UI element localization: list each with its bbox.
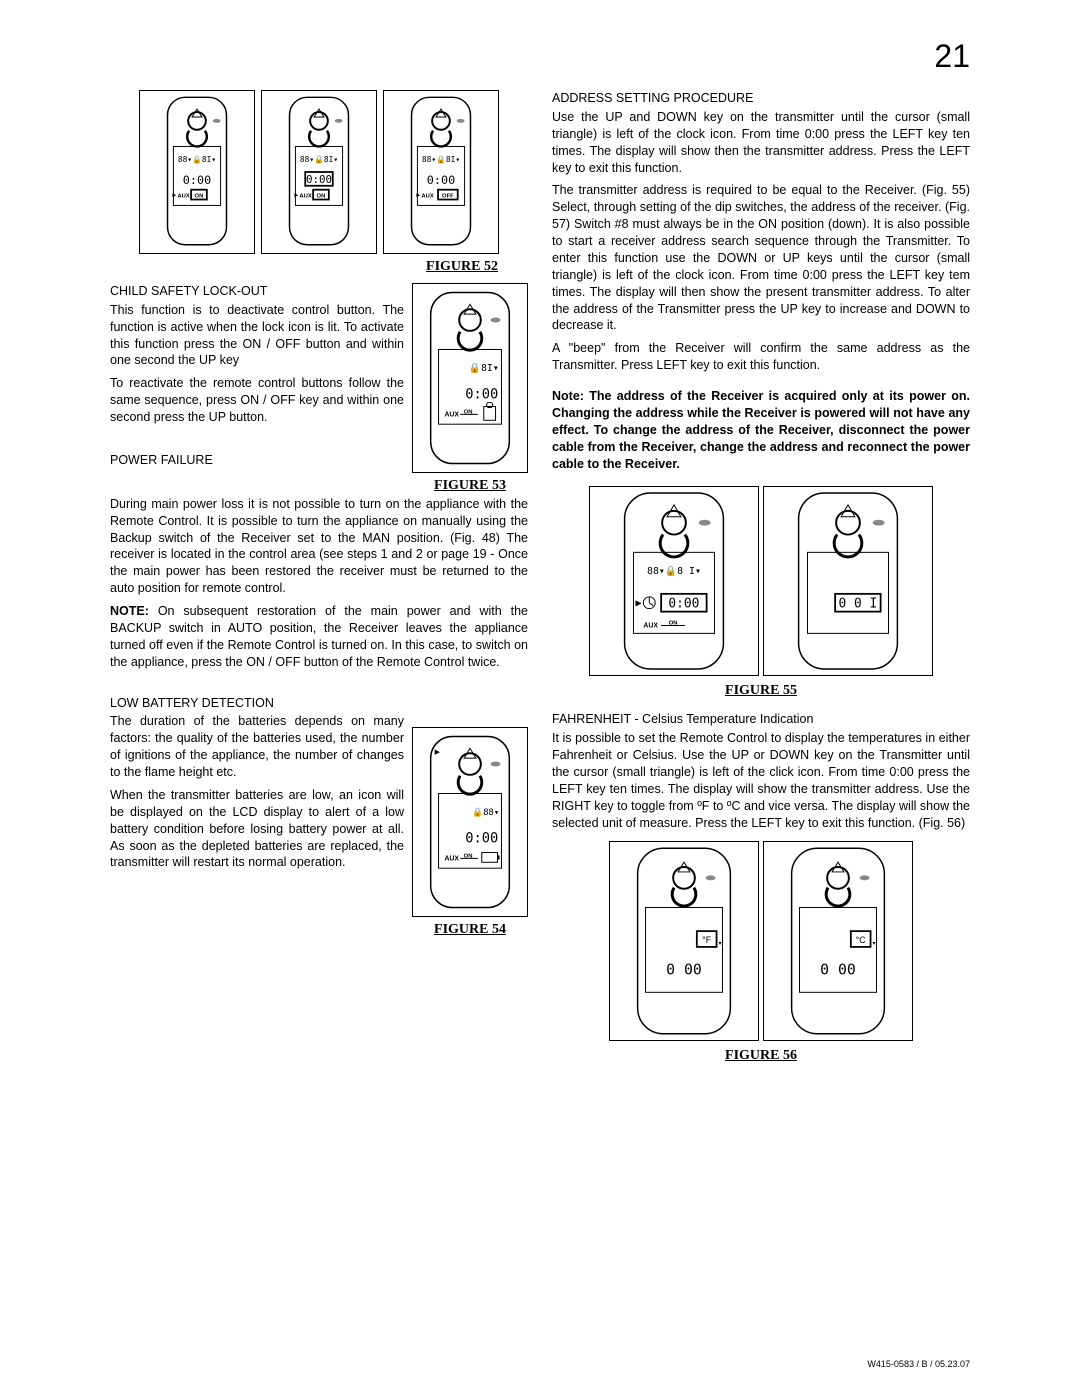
remote-diagram: 🔒8I▾ 0:00 AUX ON bbox=[412, 283, 528, 473]
svg-text:OFF: OFF bbox=[442, 194, 454, 200]
svg-text:AUX: AUX bbox=[421, 194, 433, 200]
fahrenheit-title: FAHRENHEIT - Celsius Temperature Indicat… bbox=[552, 711, 970, 728]
svg-text:0 00: 0 00 bbox=[820, 962, 856, 979]
svg-text:0:00: 0:00 bbox=[427, 173, 455, 187]
svg-text:0 0 I: 0 0 I bbox=[839, 597, 878, 612]
svg-text:▶: ▶ bbox=[435, 750, 441, 757]
svg-text:°C: °C bbox=[856, 935, 867, 945]
svg-text:°F: °F bbox=[702, 935, 712, 945]
address-text-1: Use the UP and DOWN key on the transmitt… bbox=[552, 109, 970, 177]
low-battery-title: LOW BATTERY DETECTION bbox=[110, 695, 528, 712]
figure-55-caption: FIGURE 55 bbox=[552, 682, 970, 701]
address-text-3: A "beep" from the Receiver will confirm … bbox=[552, 340, 970, 374]
svg-text:0 00: 0 00 bbox=[666, 962, 702, 979]
power-failure-text: During main power loss it is not possibl… bbox=[110, 496, 528, 597]
figure-54-caption: FIGURE 54 bbox=[412, 921, 528, 940]
svg-text:88▾🔒8I▾: 88▾🔒8I▾ bbox=[178, 155, 216, 164]
figure-52-caption: FIGURE 52 bbox=[110, 258, 498, 277]
svg-text:0:00: 0:00 bbox=[465, 387, 498, 403]
power-failure-note: NOTE: On subsequent restoration of the m… bbox=[110, 603, 528, 671]
address-text-2: The transmitter address is required to b… bbox=[552, 182, 970, 334]
svg-text:AUX: AUX bbox=[177, 194, 189, 200]
svg-text:88▾🔒8I▾: 88▾🔒8I▾ bbox=[300, 155, 338, 164]
svg-text:▶: ▶ bbox=[635, 599, 642, 608]
svg-text:AUX: AUX bbox=[444, 411, 459, 418]
page-number: 21 bbox=[934, 38, 970, 75]
svg-text:🔒8I▾: 🔒8I▾ bbox=[469, 362, 499, 374]
svg-text:▶: ▶ bbox=[172, 193, 176, 199]
footer-doc-id: W415-0583 / B / 05.23.07 bbox=[867, 1359, 970, 1369]
figure-55: 88▾🔒8 I▾ ▶ 0:00 AUX ON bbox=[552, 486, 970, 701]
svg-text:AUX: AUX bbox=[643, 623, 658, 630]
remote-diagram: 88▾🔒8I▾ 0:00 ▶ AUX ON bbox=[139, 90, 255, 254]
right-column: ADDRESS SETTING PROCEDURE Use the UP and… bbox=[552, 90, 970, 1076]
remote-diagram: 0 0 I bbox=[763, 486, 933, 676]
left-column: 88▾🔒8I▾ 0:00 ▶ AUX ON 88▾🔒8I▾ bbox=[110, 90, 528, 1076]
svg-text:▾: ▾ bbox=[719, 941, 722, 947]
remote-diagram: °F ▾ 0 00 bbox=[609, 841, 759, 1041]
svg-text:0:00: 0:00 bbox=[465, 831, 498, 847]
svg-text:🔒88▾: 🔒88▾ bbox=[472, 808, 499, 819]
remote-diagram: 88▾🔒8I▾ 0:00 ▶ AUX OFF bbox=[383, 90, 499, 254]
svg-text:0:00: 0:00 bbox=[668, 597, 699, 612]
svg-text:0:00: 0:00 bbox=[183, 173, 211, 187]
svg-text:ON: ON bbox=[317, 194, 326, 200]
svg-text:ON: ON bbox=[195, 194, 204, 200]
svg-text:88▾🔒8I▾: 88▾🔒8I▾ bbox=[422, 155, 460, 164]
svg-text:0:00: 0:00 bbox=[306, 173, 332, 186]
svg-text:▾: ▾ bbox=[873, 941, 876, 947]
remote-diagram: ▶ 🔒88▾ 0:00 AUX ON bbox=[412, 727, 528, 917]
remote-diagram: °C ▾ 0 00 bbox=[763, 841, 913, 1041]
figure-56: °F ▾ 0 00 °C ▾ bbox=[552, 841, 970, 1066]
remote-diagram: 88▾🔒8I▾ 0:00 ▶ AUX ON bbox=[261, 90, 377, 254]
svg-text:▶: ▶ bbox=[294, 193, 298, 199]
svg-text:AUX: AUX bbox=[444, 856, 459, 863]
remote-diagram: 88▾🔒8 I▾ ▶ 0:00 AUX ON bbox=[589, 486, 759, 676]
svg-text:▶: ▶ bbox=[416, 193, 420, 199]
svg-text:88▾🔒8 I▾: 88▾🔒8 I▾ bbox=[647, 565, 701, 577]
figure-56-caption: FIGURE 56 bbox=[552, 1047, 970, 1066]
figure-53-caption: FIGURE 53 bbox=[412, 477, 528, 496]
figure-52-remotes: 88▾🔒8I▾ 0:00 ▶ AUX ON 88▾🔒8I▾ bbox=[110, 90, 528, 254]
address-title: ADDRESS SETTING PROCEDURE bbox=[552, 90, 970, 107]
address-note: Note: The address of the Receiver is acq… bbox=[552, 388, 970, 472]
fahrenheit-text: It is possible to set the Remote Control… bbox=[552, 730, 970, 831]
svg-text:AUX: AUX bbox=[299, 194, 311, 200]
